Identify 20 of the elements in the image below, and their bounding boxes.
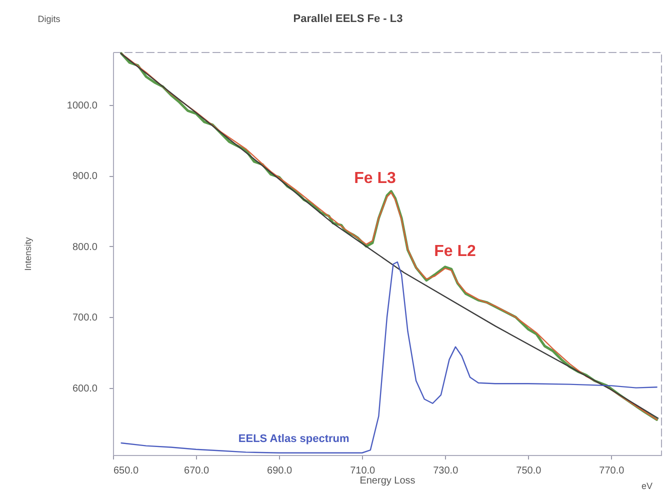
x-tick-label: 650.0 — [114, 466, 139, 476]
y-tick-label: 700.0 — [72, 312, 98, 324]
x-tick-label: 730.0 — [433, 466, 459, 476]
annotation: Fe L3 — [354, 170, 396, 187]
x-axis-title: Energy Loss — [360, 476, 416, 486]
y-tick-label: 600.0 — [72, 383, 98, 394]
x-tick-label: 710.0 — [350, 466, 376, 476]
y-tick-label: 800.0 — [72, 242, 98, 253]
x-tick-label: 750.0 — [516, 466, 542, 476]
y-tick-label: 1000.0 — [66, 100, 98, 112]
series-label: EELS Atlas spectrum — [238, 432, 350, 445]
x-tick-label: 690.0 — [267, 466, 293, 476]
chart-title: Parallel EELS Fe - L3 — [293, 13, 403, 25]
x-tick-label: 670.0 — [184, 466, 210, 476]
annotation: Fe L2 — [434, 243, 476, 260]
text: Digits — [38, 14, 61, 24]
y-tick-label: 900.0 — [72, 171, 98, 182]
x-tick-label: 770.0 — [599, 466, 625, 476]
y-axis-title: Intensity — [22, 236, 33, 271]
text: eV — [641, 481, 653, 491]
